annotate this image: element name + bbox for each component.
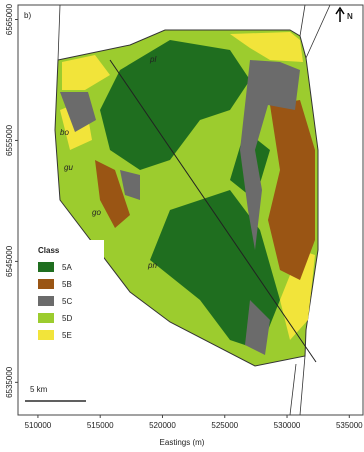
region-label: pn [147, 261, 157, 270]
road [57, 4, 331, 416]
legend-label: 5A [62, 263, 72, 272]
y-tick-label: 6565000 [5, 3, 14, 35]
north-label: N [347, 12, 353, 21]
region-label: go [92, 208, 101, 217]
region-label: gu [64, 163, 73, 172]
road [109, 59, 317, 363]
x-tick-label: 530000 [274, 421, 301, 430]
legend-label: 5E [62, 331, 72, 340]
x-tick-label: 525000 [211, 421, 238, 430]
legend-label: 5C [62, 297, 72, 306]
region-label: bo [60, 128, 69, 137]
x-axis-label: Eastings (m) [160, 438, 205, 447]
class-5e [62, 32, 303, 90]
legend: Class 5A 5B 5C 5D 5E [32, 240, 104, 344]
study-area [54, 4, 331, 416]
legend-swatch [38, 296, 54, 306]
x-tick-label: 510000 [25, 421, 52, 430]
x-tick-label: 535000 [336, 421, 363, 430]
y-tick-label: 6545000 [5, 245, 14, 277]
x-tick-label: 520000 [149, 421, 176, 430]
x-tick-label: 515000 [87, 421, 114, 430]
legend-swatch [38, 330, 54, 340]
region-label: pl [149, 55, 156, 64]
legend-swatch [38, 279, 54, 289]
class-5b [95, 100, 315, 280]
scale-bar-label: 5 km [30, 385, 48, 394]
legend-swatch [38, 313, 54, 323]
class-5a [100, 40, 280, 350]
y-tick-label: 6555000 [5, 124, 14, 156]
legend-label: 5B [62, 280, 72, 289]
y-tick-label: 6535000 [5, 366, 14, 398]
legend-swatch [38, 262, 54, 272]
legend-title: Class [38, 246, 60, 255]
legend-label: 5D [62, 314, 72, 323]
north-arrow [335, 6, 345, 22]
legend-box [32, 240, 104, 344]
panel-label: b) [24, 11, 31, 20]
class-5c [60, 60, 300, 355]
